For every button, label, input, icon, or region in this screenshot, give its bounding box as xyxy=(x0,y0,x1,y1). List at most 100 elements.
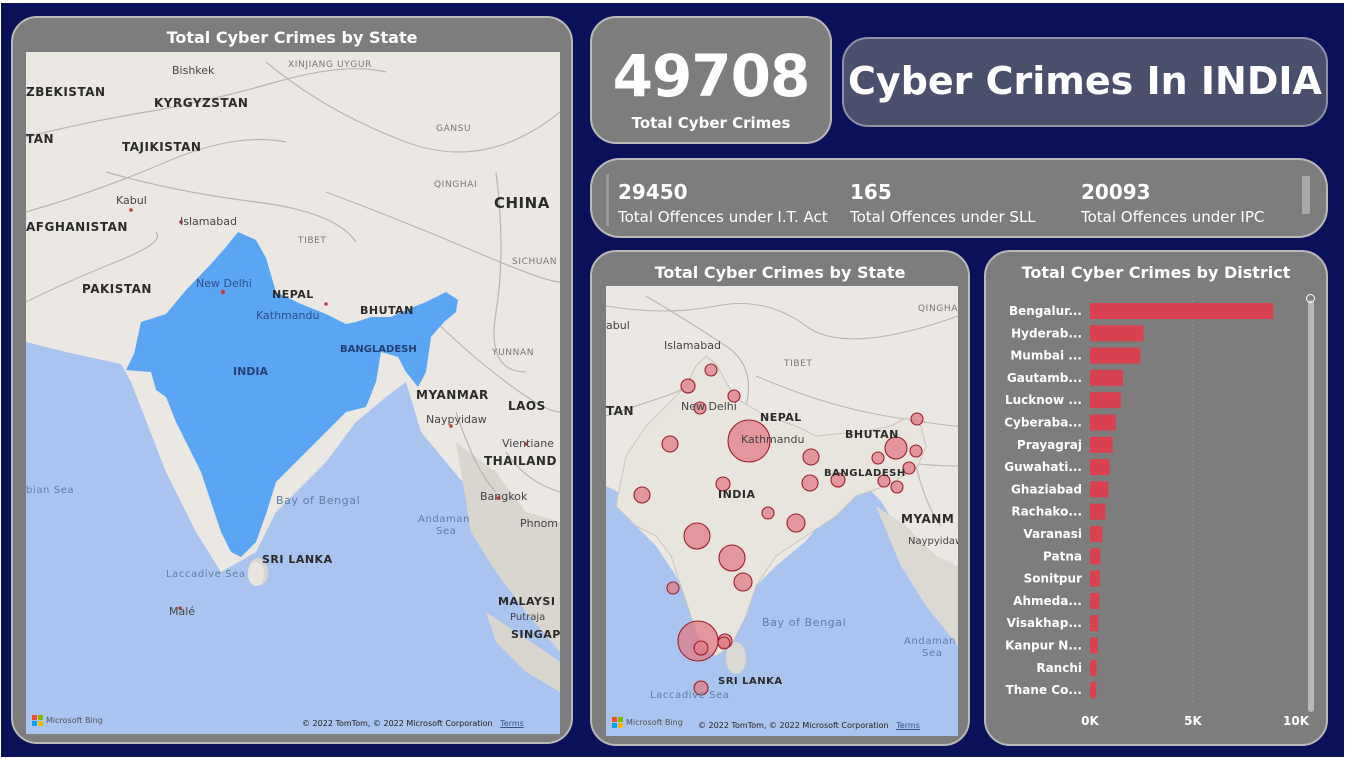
state-bubble-map[interactable]: abul QINGHA Islamabad TIBET TAN New Delh… xyxy=(606,286,958,736)
map-label-bishkek: Bishkek xyxy=(172,64,215,77)
map-label-myanmar: MYANMAR xyxy=(416,388,489,402)
map-label-laccadive: Laccadive Sea xyxy=(166,569,246,580)
terms-link[interactable]: Terms xyxy=(500,719,524,728)
offence-ipc: 20093 Total Offences under IPC xyxy=(1081,180,1264,226)
offences-scrollbar[interactable] xyxy=(1302,176,1310,214)
bubble-map-label-india: INDIA xyxy=(718,488,756,501)
total-cyber-crimes-value: 49708 xyxy=(612,42,811,110)
district-label: Ranchi xyxy=(1036,661,1082,675)
map-label-india: INDIA xyxy=(233,365,269,378)
dashboard-title-card: Cyber Crimes In INDIA xyxy=(842,37,1328,127)
district-label: Ghaziabad xyxy=(1011,482,1082,496)
bubble-map-label-islamabad: Islamabad xyxy=(664,339,721,352)
map-label-china: CHINA xyxy=(494,194,550,212)
map-label-andaman: Andaman xyxy=(418,514,471,525)
bing-logo: Microsoft Bing xyxy=(32,715,103,726)
district-label: Kanpur N... xyxy=(1005,639,1082,653)
map-label-tan: TAN xyxy=(26,132,55,146)
district-label: Patna xyxy=(1043,549,1082,563)
map-label-xinjiang: XINJIANG UYGUR xyxy=(288,60,372,70)
district-label: Bengalur... xyxy=(1009,304,1082,318)
district-label: Prayagraj xyxy=(1017,438,1082,452)
offences-card: 29450 Total Offences under I.T. Act 165 … xyxy=(590,158,1328,238)
map-label-uzbekistan: ZBEKISTAN xyxy=(26,85,106,99)
bubble-map-label-myanmar: MYANM xyxy=(901,512,955,526)
total-cyber-crimes-label: Total Cyber Crimes xyxy=(631,114,791,132)
district-bar[interactable] xyxy=(1090,548,1101,565)
map-label-thailand: THAILAND xyxy=(484,454,557,468)
district-bar[interactable] xyxy=(1090,659,1097,676)
map-label-arabian-sea: bian Sea xyxy=(26,485,75,496)
map-label-male: Malé xyxy=(169,605,196,618)
map-attribution: © 2022 TomTom, © 2022 Microsoft Corporat… xyxy=(302,719,524,728)
district-label: Lucknow ... xyxy=(1005,393,1082,407)
offence-it-act-value: 29450 xyxy=(618,180,688,204)
district-bar[interactable] xyxy=(1090,392,1121,409)
map-label-bay-of-bengal: Bay of Bengal xyxy=(276,494,361,507)
state-map-large[interactable]: Bishkek XINJIANG UYGUR ZBEKISTAN KYRGYZS… xyxy=(26,52,560,734)
district-bar[interactable] xyxy=(1090,325,1144,342)
district-bar[interactable] xyxy=(1090,570,1100,587)
bubble-map-label-tibet: TIBET xyxy=(784,359,813,369)
offences-left-accent xyxy=(606,174,609,226)
district-bar[interactable] xyxy=(1090,436,1113,453)
bubble-map-label-kathmandu: Kathmandu xyxy=(741,433,805,446)
state-bubble-map-card: Total Cyber Crimes by State xyxy=(590,250,970,746)
district-bar[interactable] xyxy=(1090,303,1274,319)
map-label-kyrgyzstan: KYRGYZSTAN xyxy=(154,96,249,110)
map-label-andaman-sea: Sea xyxy=(436,526,457,537)
map-canvas-large xyxy=(26,52,560,734)
map-label-pakistan: PAKISTAN xyxy=(82,282,152,296)
state-map-card-large: Total Cyber Crimes by State xyxy=(11,16,573,744)
district-bar[interactable] xyxy=(1090,459,1110,476)
district-bar[interactable] xyxy=(1090,481,1109,498)
bubble-map-label-bhutan: BHUTAN xyxy=(845,428,899,441)
bubble-map-label-qinghai: QINGHA xyxy=(918,304,958,314)
district-label: Ahmeda... xyxy=(1013,594,1082,608)
map-label-phnom: Phnom xyxy=(520,517,559,530)
x-tick-label: 0K xyxy=(1081,714,1099,728)
bubble-map-canvas xyxy=(606,286,958,736)
district-bar[interactable] xyxy=(1090,414,1116,431)
bubble-map-label-nepal: NEPAL xyxy=(760,411,802,424)
scrollbar-handle-icon[interactable] xyxy=(1306,294,1315,303)
state-bubbles[interactable] xyxy=(633,363,924,696)
district-chart-title: Total Cyber Crimes by District xyxy=(1021,263,1291,282)
map-label-sichuan: SICHUAN xyxy=(512,257,558,267)
district-bar[interactable] xyxy=(1090,369,1123,386)
district-label: Guwahati... xyxy=(1004,460,1082,474)
map-label-singapore: SINGAP xyxy=(511,628,560,641)
map-label-vientiane: Vientiane xyxy=(502,437,554,450)
district-bar[interactable] xyxy=(1090,503,1106,520)
map-label-bhutan: BHUTAN xyxy=(360,304,414,317)
district-label: Cyberaba... xyxy=(1004,416,1082,430)
map-label-kabul: Kabul xyxy=(116,194,147,207)
map-label-qinghai: QINGHAI xyxy=(434,180,478,190)
district-bar[interactable] xyxy=(1090,526,1103,542)
bubble-map-bing-logo: Microsoft Bing xyxy=(612,717,683,728)
bubble-map-label-naypyidaw: Naypyidaw xyxy=(908,536,958,547)
district-label: Gautamb... xyxy=(1007,371,1082,385)
district-label: Rachako... xyxy=(1011,505,1082,519)
x-tick-label: 5K xyxy=(1184,714,1202,728)
district-bar[interactable] xyxy=(1090,682,1097,699)
map-label-sri-lanka: SRI LANKA xyxy=(262,553,333,566)
offence-sll: 165 Total Offences under SLL xyxy=(850,180,1036,226)
district-bar[interactable] xyxy=(1090,592,1100,609)
district-chart-scrollbar[interactable] xyxy=(1308,300,1314,712)
map-label-kathmandu: Kathmandu xyxy=(256,309,320,322)
bubble-map-title: Total Cyber Crimes by State xyxy=(654,263,906,282)
district-bar-chart[interactable]: 0K 5K 10K Bengalur... Hyderab... Mumbai ... Ga… xyxy=(986,252,1326,744)
district-bar[interactable] xyxy=(1090,615,1099,632)
district-bar[interactable] xyxy=(1090,637,1098,654)
district-bar[interactable] xyxy=(1090,347,1141,364)
map-label-islamabad: Islamabad xyxy=(180,215,237,228)
map-label-malaysia: MALAYSI xyxy=(498,595,556,608)
microsoft-logo-icon xyxy=(32,715,43,726)
bubble-map-terms-link[interactable]: Terms xyxy=(896,721,920,730)
map-label-new-delhi: New Delhi xyxy=(196,277,252,290)
district-chart-card: Total Cyber Crimes by District 0K 5K 10K Be… xyxy=(984,250,1328,746)
bubble-map-label-bangladesh: BANGLADESH xyxy=(824,468,906,479)
map-label-bangladesh: BANGLADESH xyxy=(340,344,417,355)
map-label-afghanistan: AFGHANISTAN xyxy=(26,220,128,234)
